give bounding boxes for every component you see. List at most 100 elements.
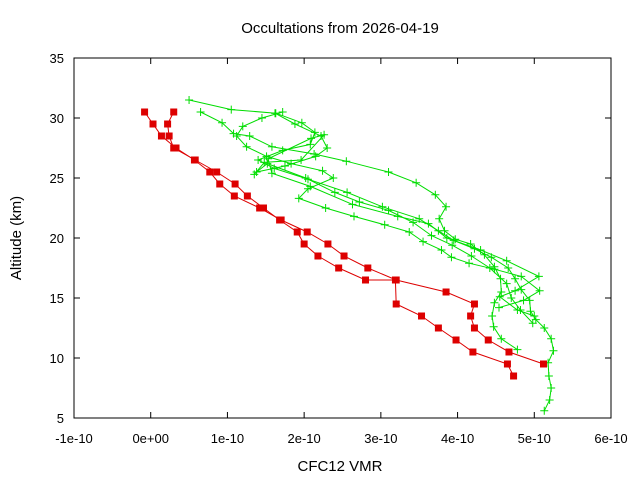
data-point xyxy=(497,334,506,343)
data-point xyxy=(306,182,315,191)
data-point xyxy=(513,306,522,314)
series-2 xyxy=(185,96,558,415)
data-point xyxy=(256,204,264,212)
data-point xyxy=(442,202,451,211)
y-axis-ticks: 5 10 15 20 25 30 35 xyxy=(50,51,611,426)
data-point xyxy=(437,246,446,254)
data-point xyxy=(470,300,478,308)
data-point xyxy=(405,228,414,236)
data-point xyxy=(470,324,478,332)
data-point xyxy=(294,194,303,203)
data-point xyxy=(465,259,474,268)
data-point xyxy=(264,154,273,163)
data-point xyxy=(141,108,149,116)
data-point xyxy=(323,144,332,152)
data-point xyxy=(452,336,460,344)
y-tick-label: 30 xyxy=(50,111,64,126)
x-axis-label: CFC12 VMR xyxy=(297,458,382,475)
x-tick-label: 6e-10 xyxy=(594,431,627,446)
series-6 xyxy=(250,130,543,320)
data-point xyxy=(431,190,440,199)
data-point xyxy=(164,120,172,128)
x-tick-label: 0e+00 xyxy=(132,431,169,446)
data-point xyxy=(511,274,520,283)
chart-title: Occultations from 2026-04-19 xyxy=(241,20,439,37)
data-point xyxy=(170,144,178,152)
data-point xyxy=(469,348,477,356)
data-point xyxy=(242,142,251,151)
data-point xyxy=(300,240,308,248)
data-point xyxy=(297,156,306,164)
data-point xyxy=(448,241,457,250)
y-tick-label: 35 xyxy=(50,51,64,66)
data-point xyxy=(440,226,449,235)
data-point xyxy=(276,216,284,224)
series-1 xyxy=(164,108,518,380)
data-point xyxy=(485,264,494,272)
data-point xyxy=(489,322,498,331)
data-point xyxy=(505,348,513,356)
data-point xyxy=(329,174,338,182)
data-point xyxy=(451,235,460,244)
data-point xyxy=(321,204,330,212)
data-point xyxy=(343,188,352,197)
data-point xyxy=(528,319,537,328)
data-point xyxy=(412,178,421,187)
data-point xyxy=(342,157,351,166)
data-point xyxy=(245,132,254,140)
data-point xyxy=(216,180,224,188)
data-point xyxy=(540,324,549,332)
data-point xyxy=(424,219,433,228)
data-point xyxy=(507,294,516,302)
data-point xyxy=(280,162,289,170)
series-5 xyxy=(252,109,537,328)
data-point xyxy=(350,212,359,221)
y-tick-label: 25 xyxy=(50,171,64,186)
data-point xyxy=(488,312,497,320)
data-point xyxy=(418,312,426,320)
data-point xyxy=(267,142,276,151)
data-point xyxy=(260,158,269,167)
data-point xyxy=(504,264,513,272)
data-point xyxy=(495,292,504,301)
data-point xyxy=(170,108,178,116)
data-point xyxy=(306,140,315,149)
data-point xyxy=(314,252,322,260)
data-point xyxy=(311,152,320,161)
data-point xyxy=(511,286,520,295)
data-point xyxy=(447,253,456,262)
series-3 xyxy=(196,108,522,354)
data-point xyxy=(393,212,402,221)
data-point xyxy=(545,396,554,404)
data-point xyxy=(544,372,553,380)
data-point xyxy=(257,114,266,122)
data-point xyxy=(364,264,372,272)
data-point xyxy=(157,132,165,140)
x-tick-label: 3e-10 xyxy=(364,431,397,446)
series-line xyxy=(144,111,544,365)
x-tick-label: 4e-10 xyxy=(441,431,474,446)
series-0 xyxy=(141,108,547,368)
data-point xyxy=(380,220,389,229)
data-point xyxy=(497,288,506,296)
data-point xyxy=(307,134,316,143)
data-point xyxy=(534,272,543,281)
data-point xyxy=(384,168,393,176)
data-point xyxy=(549,346,558,355)
data-point xyxy=(467,312,475,320)
data-point xyxy=(539,360,547,368)
data-point xyxy=(330,188,339,197)
data-point xyxy=(547,334,556,343)
data-point xyxy=(335,264,343,272)
x-tick-label: 2e-10 xyxy=(288,431,321,446)
data-point xyxy=(519,296,528,305)
y-tick-label: 10 xyxy=(50,351,64,366)
x-tick-label: -1e-10 xyxy=(55,431,93,446)
x-tick-label: 1e-10 xyxy=(211,431,244,446)
data-point xyxy=(502,279,511,288)
data-point xyxy=(324,240,332,248)
data-point xyxy=(301,174,310,182)
data-point xyxy=(530,312,539,320)
data-point xyxy=(510,372,518,380)
data-point xyxy=(303,228,311,236)
